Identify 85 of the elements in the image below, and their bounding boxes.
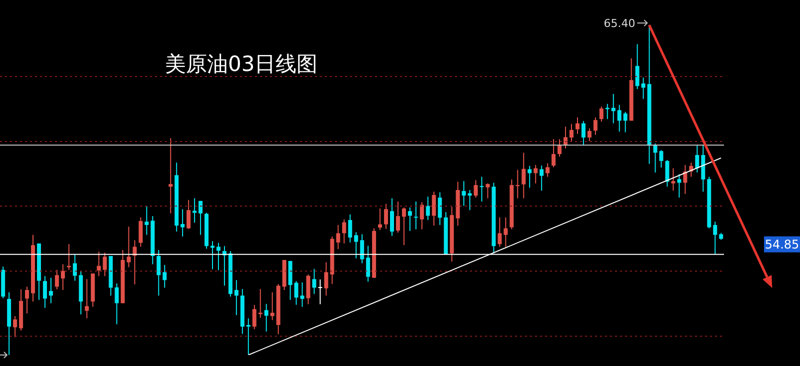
candlestick xyxy=(264,303,268,332)
candlestick xyxy=(581,120,586,146)
candlestick xyxy=(414,201,418,230)
candlestick xyxy=(13,316,18,338)
candlestick xyxy=(432,191,436,226)
candlestick xyxy=(611,93,616,124)
candlestick xyxy=(306,274,310,305)
candlestick xyxy=(186,199,191,230)
candlestick xyxy=(348,214,352,243)
candlestick xyxy=(234,280,238,316)
candlestick xyxy=(60,264,65,290)
candlestick xyxy=(72,254,77,282)
candlestick xyxy=(252,304,256,330)
candlestick xyxy=(641,76,646,100)
candlestick xyxy=(617,104,622,132)
candlestick xyxy=(390,198,394,236)
candlestick xyxy=(342,218,346,244)
candlestick xyxy=(384,203,388,230)
candlestick xyxy=(504,216,508,248)
candlestick xyxy=(486,182,490,199)
candlestick xyxy=(665,159,670,188)
candlestick xyxy=(294,280,298,306)
candlestick xyxy=(713,221,718,255)
text: 54.85 xyxy=(764,237,800,252)
candlestick xyxy=(528,165,532,188)
candlestick xyxy=(366,245,370,282)
candlestick xyxy=(599,106,604,122)
candlestick xyxy=(480,176,484,202)
text: 美原油03日线图 xyxy=(165,51,318,78)
candlestick xyxy=(312,268,316,294)
candlestick xyxy=(546,162,550,178)
candlestick xyxy=(695,144,700,174)
candlestick xyxy=(324,262,328,296)
candlestick xyxy=(48,277,53,304)
candlestick xyxy=(114,282,119,325)
candlestick xyxy=(522,152,526,199)
candlestick xyxy=(534,164,538,184)
candlestick xyxy=(587,128,592,142)
candlestick xyxy=(623,111,628,133)
candlestick xyxy=(540,165,544,192)
candlestick xyxy=(516,169,520,199)
candlestick xyxy=(210,240,214,270)
candlestick xyxy=(198,200,203,236)
candlestick xyxy=(144,205,149,236)
candlestick xyxy=(396,201,400,234)
candlestick xyxy=(96,251,101,277)
candlestick xyxy=(402,206,406,246)
candlestick xyxy=(84,278,89,319)
candlestick xyxy=(426,196,430,221)
candlestick xyxy=(270,292,274,321)
candlestick xyxy=(180,208,185,238)
candlestick xyxy=(192,198,197,224)
annotation: 65.40 xyxy=(604,17,636,30)
candlestick xyxy=(168,138,173,214)
candlestick xyxy=(336,224,340,250)
candlestick xyxy=(408,206,412,232)
candlestick xyxy=(246,318,250,355)
candlestick xyxy=(653,142,658,174)
candlestick xyxy=(360,234,364,264)
candlestick xyxy=(558,138,562,158)
candlestick xyxy=(25,286,30,314)
candlestick xyxy=(54,269,59,290)
candlestick xyxy=(354,232,358,259)
candlestick xyxy=(438,192,442,226)
candlestick xyxy=(659,150,664,168)
candlestick xyxy=(420,202,424,230)
candlestick xyxy=(575,116,580,134)
candlestick xyxy=(570,124,574,142)
candlestick xyxy=(671,168,676,192)
candlestick xyxy=(300,282,304,308)
candlestick xyxy=(552,138,556,168)
candlestick xyxy=(156,250,161,296)
candlestick xyxy=(474,180,478,198)
candlestick xyxy=(498,216,502,248)
candlestick xyxy=(635,44,640,90)
candlestick xyxy=(378,208,382,230)
candlestick xyxy=(593,116,598,136)
candlestick xyxy=(138,216,143,248)
candlestick xyxy=(462,180,466,206)
candlestick xyxy=(42,276,47,308)
candlestick xyxy=(318,278,322,305)
candlestick xyxy=(126,226,131,268)
candlestick xyxy=(162,264,167,288)
candlestick xyxy=(677,174,682,198)
candlestick xyxy=(102,252,107,277)
